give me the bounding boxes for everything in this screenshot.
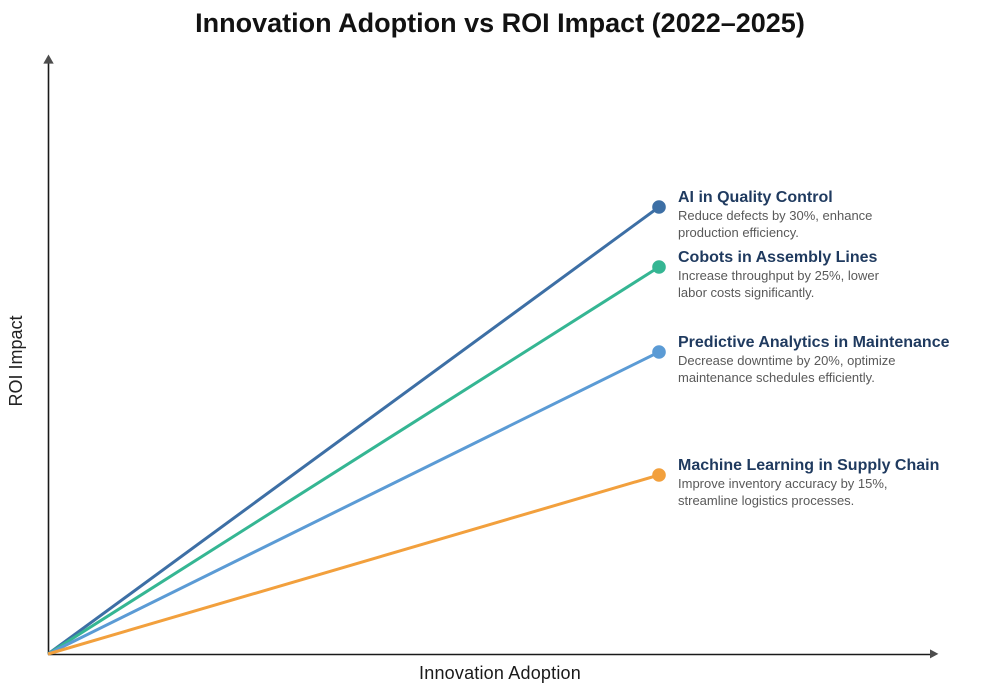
svg-text:ROI Impact: ROI Impact <box>6 315 26 406</box>
